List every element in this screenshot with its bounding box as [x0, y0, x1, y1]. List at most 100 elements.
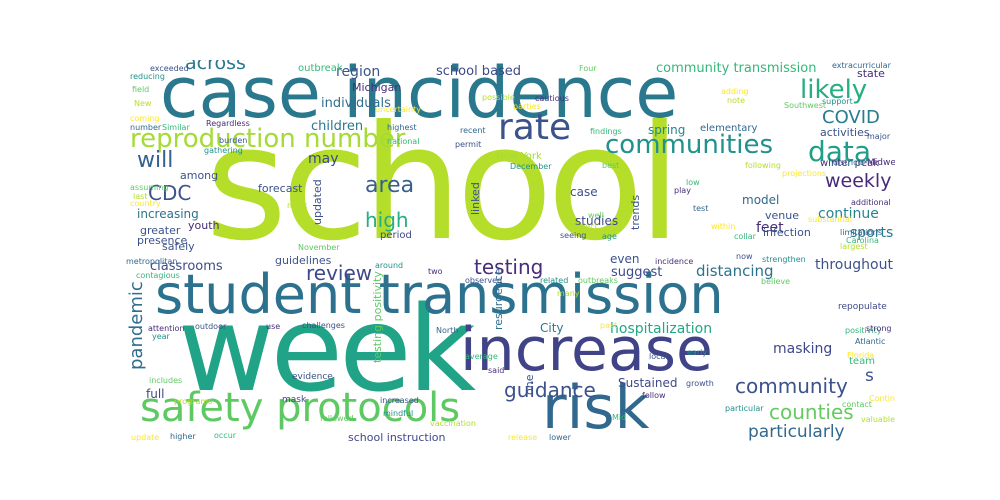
word-risk: risk: [542, 373, 650, 443]
word-north: North: [436, 326, 459, 335]
word-trends: trends: [629, 194, 642, 230]
word-new-york: New York: [496, 151, 542, 162]
word-well: well: [588, 211, 604, 220]
word-distancing: distancing: [696, 262, 774, 280]
word-new: New: [134, 99, 152, 108]
word-mid: Mid: [612, 413, 627, 422]
word-will: will: [137, 148, 174, 173]
word-one: one: [523, 374, 536, 395]
word-safety-protocols: safety protocols: [140, 385, 461, 431]
word-increase: increase: [460, 315, 713, 385]
word-increased: increased: [380, 396, 419, 405]
word-studies: studies: [575, 214, 619, 228]
word-extracurricular: extracurricular: [832, 61, 891, 70]
word-december: December: [510, 162, 552, 171]
word-strong: strong: [866, 324, 892, 333]
word-positivity: positivity: [845, 326, 882, 335]
word-collar: collar: [734, 232, 756, 241]
word-cautious: cautious: [535, 94, 569, 103]
word-florida: Florida: [847, 351, 875, 360]
word-even: even: [610, 252, 640, 266]
word-increasing: increasing: [137, 207, 199, 221]
word-major: major: [867, 132, 891, 141]
word-s: s: [865, 366, 874, 386]
word-country: country: [130, 199, 161, 208]
word-lower: lower: [549, 433, 571, 442]
word-youth: youth: [188, 219, 220, 232]
word-play: play: [674, 186, 691, 195]
word-masking: masking: [773, 341, 833, 357]
word-continue: continue: [818, 206, 879, 222]
word-two: two: [428, 267, 443, 276]
word-contagious: contagious: [136, 271, 180, 280]
word-follow: follow: [642, 391, 666, 400]
word-uncertainty: uncertainty: [375, 105, 421, 114]
word-michigan: Michigan: [352, 81, 402, 94]
word-weekly: weekly: [825, 170, 892, 192]
word-possible: possible: [482, 93, 515, 102]
word-atlantic: Atlantic: [855, 337, 886, 346]
word-includes: includes: [149, 376, 183, 385]
word-sports: sports: [850, 225, 894, 241]
word-classrooms: classrooms: [150, 259, 223, 274]
word-counties: counties: [769, 400, 854, 424]
word-school: school: [205, 92, 682, 276]
word-linked: linked: [469, 182, 482, 215]
word-release: release: [508, 433, 538, 442]
word-average: average: [465, 352, 498, 361]
word-similar: Similar: [162, 123, 190, 132]
word-burden: burden: [219, 136, 248, 145]
word-mindful: mindful: [383, 409, 414, 418]
word-believe: believe: [761, 277, 791, 286]
word-strengthen: strengthen: [762, 255, 806, 264]
word-regardless: Regardless: [206, 119, 250, 128]
word-local: local: [649, 352, 668, 361]
word-districts: districts: [833, 158, 865, 167]
word-age: age: [602, 232, 617, 241]
word-now: now: [736, 252, 753, 261]
word-high: high: [365, 208, 409, 232]
word-review: review: [306, 261, 373, 285]
word-children: children: [311, 119, 364, 134]
word-case: case: [570, 185, 598, 199]
word-coming: coming: [130, 114, 160, 123]
word-midwest: Midwest: [867, 158, 895, 168]
word-following: following: [745, 161, 781, 170]
word-evidence: evidence: [292, 372, 333, 382]
word-around: around: [375, 261, 404, 270]
word-community: community: [735, 374, 848, 398]
word-greater: greater: [140, 224, 181, 237]
word-outdoor: outdoor: [195, 322, 227, 331]
word-testing-positivity: testing positivity: [371, 271, 384, 363]
word-period: period: [380, 230, 412, 241]
word-exceeded: exceeded: [150, 64, 189, 73]
word-repopulate: repopulate: [838, 302, 887, 312]
word-many: many: [557, 289, 580, 298]
word-particular: particular: [725, 404, 764, 413]
word-communities: communities: [605, 130, 773, 160]
word-feet: feet: [756, 220, 784, 236]
word-additional: additional: [851, 198, 891, 207]
word-team: team: [849, 356, 875, 367]
word-guidelines: guidelines: [275, 254, 332, 267]
word-southwest: Southwest: [784, 101, 827, 110]
word-rate: rate: [498, 107, 572, 148]
word-last: last: [133, 192, 148, 201]
word-attention: attention: [148, 324, 185, 333]
word-support: support: [822, 97, 853, 106]
word-guidance: guidance: [504, 378, 596, 402]
word-pandemic: pandemic: [126, 281, 147, 370]
word-limitations: limitations: [840, 228, 882, 237]
word-four: Four: [579, 64, 597, 73]
word-model: model: [742, 193, 780, 207]
word-recent: recent: [460, 126, 486, 135]
word-reproduction-number: reproduction number: [130, 124, 406, 154]
word-week: week: [178, 280, 476, 418]
word-growth: growth: [686, 379, 714, 388]
word-student-transmission: student transmission: [155, 263, 724, 326]
word-elementary: elementary: [700, 123, 758, 134]
word-low: low: [686, 178, 700, 187]
word-area: area: [365, 173, 415, 198]
word-year: year: [152, 332, 170, 341]
